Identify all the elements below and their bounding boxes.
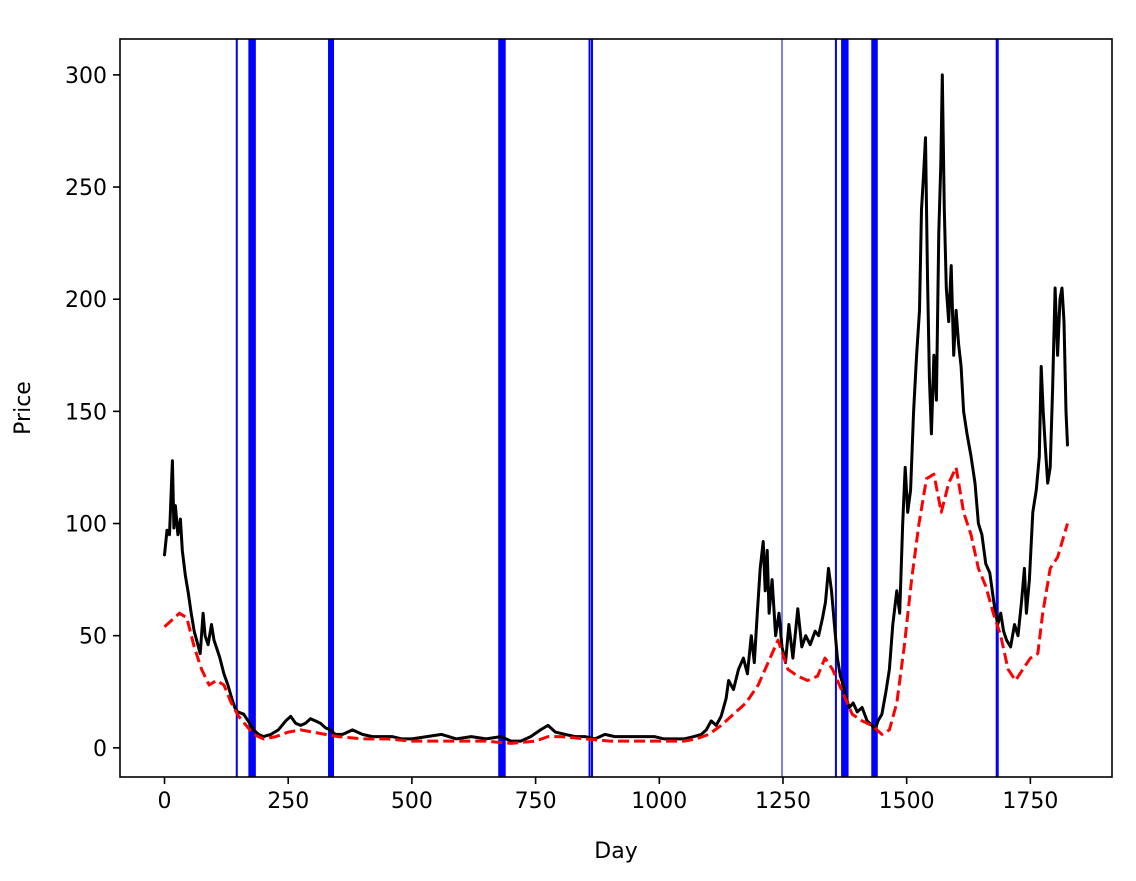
plot-frame xyxy=(119,38,1113,778)
x-tick-label: 0 xyxy=(158,789,172,814)
plot-area xyxy=(163,39,1069,777)
y-tick-label: 250 xyxy=(65,176,107,201)
y-tick-label: 0 xyxy=(93,737,107,762)
x-tick-label: 1500 xyxy=(879,789,935,814)
x-tick-label: 1000 xyxy=(631,789,687,814)
y-tick-label: 100 xyxy=(65,513,107,538)
x-tick-label: 250 xyxy=(267,789,309,814)
y-tick-label: 200 xyxy=(65,288,107,313)
x-axis-label: Day xyxy=(594,839,637,864)
moving-average-series-line xyxy=(163,465,1069,745)
axes: 0 250 500 750 1000 1250 1500 1750 0 50 100 150 200 25… xyxy=(65,38,1113,814)
x-tick-label: 1250 xyxy=(755,789,811,814)
y-axis-label: Price xyxy=(11,381,36,435)
price-series-line xyxy=(163,73,1069,743)
y-tick-label: 300 xyxy=(65,64,107,89)
x-tick-label: 750 xyxy=(515,789,557,814)
x-tick-label: 500 xyxy=(391,789,433,814)
x-tick-label: 1750 xyxy=(1002,789,1058,814)
y-tick-label: 150 xyxy=(65,400,107,425)
y-tick-label: 50 xyxy=(79,625,107,650)
